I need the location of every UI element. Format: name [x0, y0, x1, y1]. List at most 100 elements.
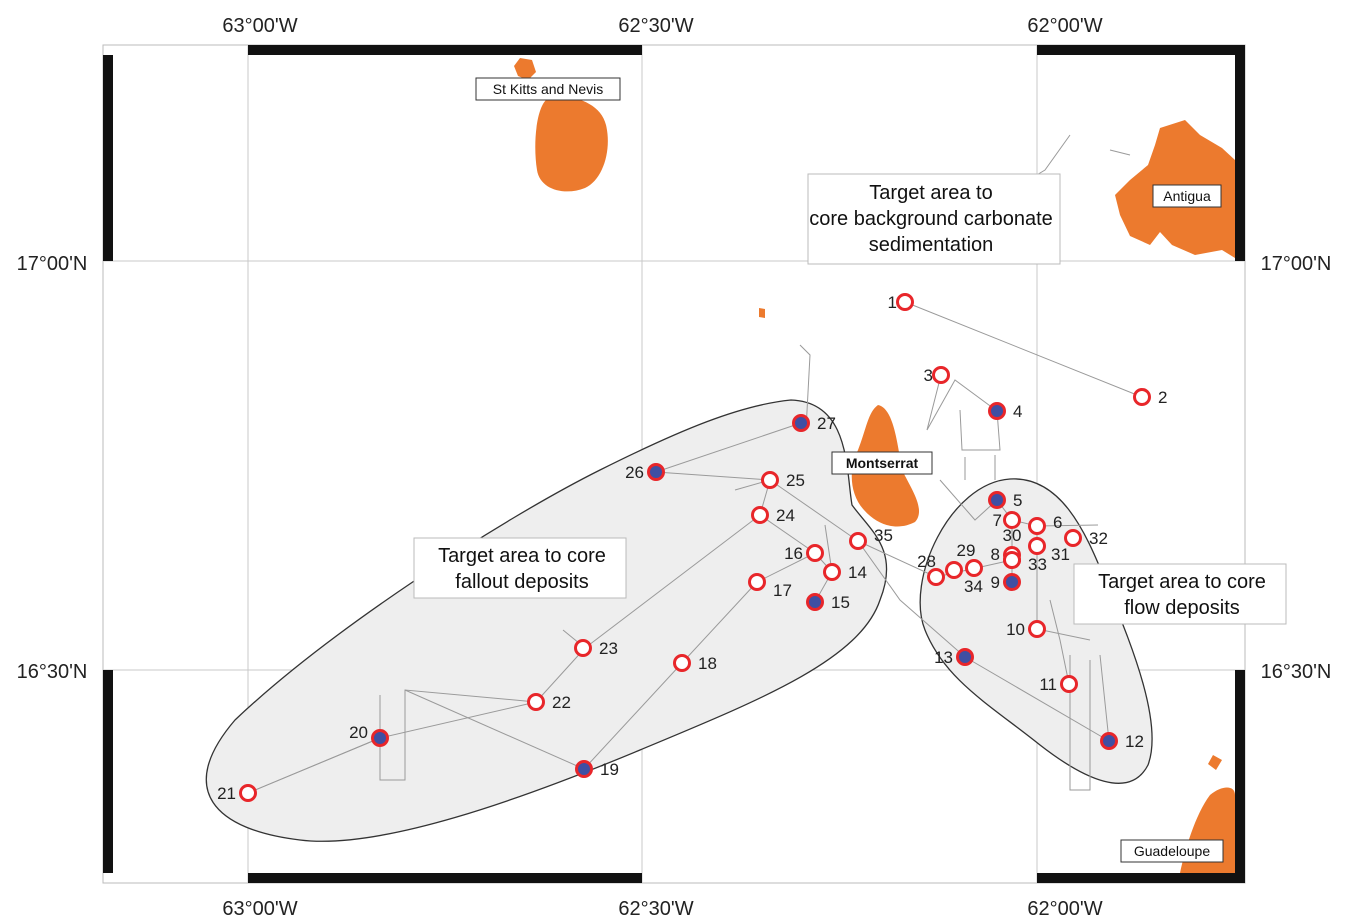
station-18: 18 [673, 654, 717, 673]
station-marker-7 [1003, 511, 1021, 529]
place-label-antigua: Antigua [1152, 184, 1222, 208]
station-label-23: 23 [599, 639, 618, 658]
station-marker-23 [574, 639, 592, 657]
station-marker-21 [239, 784, 257, 802]
station-label-27: 27 [817, 414, 836, 433]
station-2: 2 [1133, 388, 1167, 407]
station-marker-19 [575, 760, 593, 778]
station-label-19: 19 [600, 760, 619, 779]
station-13: 13 [934, 648, 974, 667]
station-label-30: 30 [1003, 526, 1022, 545]
flow-area-line-2: flow deposits [1124, 597, 1240, 619]
station-10: 10 [1006, 620, 1046, 639]
place-label-montserrat: Montserrat [831, 451, 933, 475]
fallout-area-label: Target area to core fallout deposits [413, 537, 627, 599]
station-marker-29 [945, 561, 963, 579]
redonda-islet [759, 308, 765, 318]
station-label-25: 25 [786, 471, 805, 490]
station-11: 11 [1039, 675, 1078, 694]
station-marker-1 [896, 293, 914, 311]
station-label-1: 1 [888, 293, 897, 312]
place-label-st-kitts: St Kitts and Nevis [475, 77, 621, 101]
station-32: 32 [1064, 529, 1108, 548]
station-24: 24 [751, 506, 795, 525]
station-4: 4 [988, 402, 1022, 421]
place-label-guadeloupe: Guadeloupe [1120, 839, 1224, 863]
station-label-34: 34 [964, 577, 983, 596]
station-marker-16 [806, 544, 824, 562]
bottom-lon-label-3: 62°00'W [1027, 898, 1102, 920]
station-12: 12 [1100, 732, 1144, 751]
station-5: 5 [988, 491, 1022, 510]
station-marker-18 [673, 654, 691, 672]
station-26: 26 [625, 463, 665, 482]
station-label-9: 9 [991, 573, 1000, 592]
flow-area-line-1: Target area to core [1098, 571, 1266, 593]
station-label-16: 16 [784, 544, 803, 563]
station-label-29: 29 [957, 541, 976, 560]
station-label-35: 35 [874, 526, 893, 545]
bottom-lon-label-1: 63°00'W [222, 898, 297, 920]
station-31: 31 [1028, 537, 1070, 564]
station-35: 35 [849, 526, 893, 550]
guadeloupe-label: Guadeloupe [1134, 843, 1211, 859]
station-marker-14 [823, 563, 841, 581]
station-20: 20 [349, 723, 389, 747]
station-marker-28 [927, 568, 945, 586]
station-7: 7 [993, 511, 1021, 530]
station-23: 23 [574, 639, 618, 658]
station-marker-20 [371, 729, 389, 747]
station-14: 14 [823, 563, 867, 582]
top-lon-label-1: 63°00'W [222, 15, 297, 37]
station-label-33: 33 [1028, 555, 1047, 574]
station-15: 15 [806, 593, 850, 612]
station-marker-12 [1100, 732, 1118, 750]
left-lat-label-1: 17°00'N [17, 253, 88, 275]
station-label-22: 22 [552, 693, 571, 712]
station-27: 27 [792, 414, 836, 433]
station-label-24: 24 [776, 506, 795, 525]
station-marker-33 [1003, 551, 1021, 569]
station-marker-25 [761, 471, 779, 489]
station-marker-3 [932, 366, 950, 384]
station-marker-2 [1133, 388, 1151, 406]
background-area-line-3: sedimentation [869, 234, 994, 256]
map-border [103, 45, 1245, 883]
ship-tracks [247, 134, 1143, 794]
station-22: 22 [527, 693, 571, 712]
station-3: 3 [924, 366, 950, 385]
station-16: 16 [784, 544, 824, 563]
station-label-2: 2 [1158, 388, 1167, 407]
bottom-lon-label-2: 62°30'W [618, 898, 693, 920]
top-lon-label-3: 62°00'W [1027, 15, 1102, 37]
fallout-area-line-1: Target area to core [438, 545, 606, 567]
st-kitts-nevis-island [514, 58, 608, 192]
station-label-13: 13 [934, 648, 953, 667]
station-label-18: 18 [698, 654, 717, 673]
station-marker-24 [751, 506, 769, 524]
station-marker-4 [988, 402, 1006, 420]
station-label-14: 14 [848, 563, 867, 582]
station-label-6: 6 [1053, 513, 1062, 532]
station-6: 6 [1028, 513, 1062, 535]
station-17: 17 [748, 573, 792, 600]
station-label-17: 17 [773, 581, 792, 600]
station-marker-5 [988, 491, 1006, 509]
station-label-26: 26 [625, 463, 644, 482]
station-marker-35 [849, 532, 867, 550]
station-label-20: 20 [349, 723, 368, 742]
station-21: 21 [217, 784, 257, 803]
station-label-11: 11 [1039, 675, 1057, 694]
station-marker-27 [792, 414, 810, 432]
station-marker-11 [1060, 675, 1078, 693]
station-label-3: 3 [924, 366, 933, 385]
station-label-21: 21 [217, 784, 236, 803]
station-label-32: 32 [1089, 529, 1108, 548]
right-lat-label-2: 16°30'N [1261, 661, 1332, 683]
station-label-12: 12 [1125, 732, 1144, 751]
station-label-31: 31 [1051, 545, 1070, 564]
station-marker-6 [1028, 517, 1046, 535]
station-label-10: 10 [1006, 620, 1025, 639]
station-9: 9 [991, 573, 1021, 592]
